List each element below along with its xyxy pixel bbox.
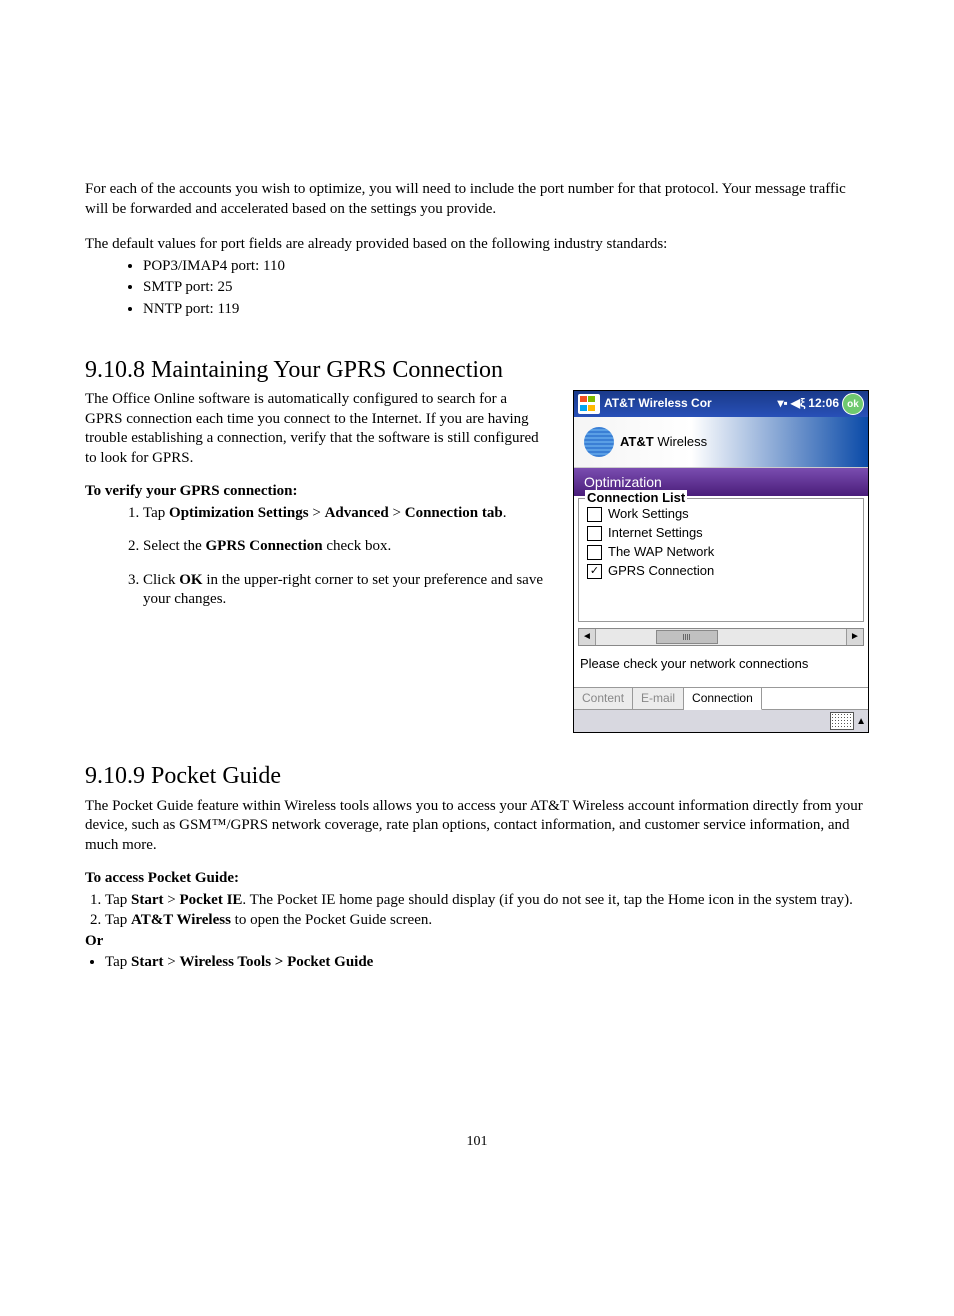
access-step-2: Tap AT&T Wireless to open the Pocket Gui… <box>105 911 869 931</box>
intro-paragraph-2: The default values for port fields are a… <box>85 235 869 255</box>
or-label: Or <box>85 932 869 952</box>
clock: 12:06 <box>808 396 839 412</box>
intro-paragraph-1: For each of the accounts you wish to opt… <box>85 180 869 219</box>
alt-step: Tap Start > Wireless Tools > Pocket Guid… <box>105 953 869 973</box>
t: Start <box>131 892 164 908</box>
checkbox[interactable] <box>587 507 602 522</box>
checkbox-checked[interactable]: ✓ <box>587 564 602 579</box>
step-2: Select the GPRS Connection check box. <box>143 537 545 557</box>
section-heading-pocket-guide: 9.10.9 Pocket Guide <box>85 761 869 792</box>
connection-label: Work Settings <box>608 506 689 523</box>
t: Pocket IE <box>180 892 243 908</box>
t: Tap <box>105 892 131 908</box>
step-1: Tap Optimization Settings > Advanced > C… <box>143 504 545 524</box>
connection-label: GPRS Connection <box>608 563 714 580</box>
scroll-track[interactable] <box>596 629 846 645</box>
t: Tap <box>105 954 131 970</box>
connection-label: The WAP Network <box>608 544 714 561</box>
scroll-right-button[interactable]: ► <box>846 629 863 645</box>
tab-content[interactable]: Content <box>574 688 633 710</box>
port-item: NNTP port: 119 <box>143 300 869 320</box>
t: Wireless Tools > Pocket Guide <box>180 954 374 970</box>
port-list: POP3/IMAP4 port: 110 SMTP port: 25 NNTP … <box>143 257 869 320</box>
t: Connection tab <box>405 505 503 521</box>
t: Optimization Settings <box>169 505 309 521</box>
horizontal-scrollbar[interactable]: ◄ ► <box>578 628 864 646</box>
t: > <box>389 505 405 521</box>
scroll-left-button[interactable]: ◄ <box>579 629 596 645</box>
connection-list-panel: Connection List Work Settings Internet S… <box>578 498 864 622</box>
t: Click <box>143 572 179 588</box>
tabs-bar: Content E-mail Connection <box>574 687 868 711</box>
t: > <box>309 505 325 521</box>
page-number: 101 <box>85 1133 869 1151</box>
t: Tap <box>143 505 169 521</box>
connection-item[interactable]: Work Settings <box>587 505 855 524</box>
start-icon[interactable] <box>578 394 600 414</box>
access-step-1: Tap Start > Pocket IE. The Pocket IE hom… <box>105 891 869 911</box>
window-title: AT&T Wireless Cor <box>604 396 773 412</box>
ok-button[interactable]: ok <box>842 393 864 415</box>
scroll-thumb[interactable] <box>656 630 718 644</box>
verify-steps: Tap Optimization Settings > Advanced > C… <box>143 504 545 610</box>
t: OK <box>179 572 202 588</box>
banner-bold: AT&T <box>620 434 654 449</box>
connection-item[interactable]: The WAP Network <box>587 543 855 562</box>
speaker-icon: ◀ξ <box>791 396 806 412</box>
checkbox[interactable] <box>587 545 602 560</box>
brand-banner: AT&T Wireless <box>574 417 868 468</box>
step-3: Click OK in the upper-right corner to se… <box>143 571 545 610</box>
device-titlebar: AT&T Wireless Cor ▾▪ ◀ξ 12:06 ok <box>574 391 868 417</box>
t: Select the <box>143 538 205 554</box>
tab-email[interactable]: E-mail <box>633 688 684 710</box>
t: . <box>503 505 507 521</box>
t: Tap <box>105 912 131 928</box>
connection-item[interactable]: Internet Settings <box>587 524 855 543</box>
tab-connection[interactable]: Connection <box>684 688 762 711</box>
keyboard-icon[interactable] <box>830 712 854 730</box>
sip-bar: ▲ <box>574 710 868 732</box>
t: > <box>164 892 180 908</box>
t: AT&T Wireless <box>131 912 231 928</box>
gprs-paragraph: The Office Online software is automatica… <box>85 390 545 468</box>
t: to open the Pocket Guide screen. <box>231 912 432 928</box>
signal-icon: ▾▪ <box>777 396 787 412</box>
port-item: SMTP port: 25 <box>143 278 869 298</box>
t: Advanced <box>325 505 389 521</box>
device-screenshot: AT&T Wireless Cor ▾▪ ◀ξ 12:06 ok AT&T Wi… <box>573 390 869 733</box>
pocket-guide-paragraph: The Pocket Guide feature within Wireless… <box>85 797 869 856</box>
connection-list-legend: Connection List <box>585 490 687 507</box>
connection-label: Internet Settings <box>608 525 703 542</box>
connection-item[interactable]: ✓ GPRS Connection <box>587 562 855 581</box>
sip-arrow-icon[interactable]: ▲ <box>856 715 866 728</box>
t: . The Pocket IE home page should display… <box>242 892 852 908</box>
instruction-text: Please check your network connections <box>574 652 868 687</box>
port-item: POP3/IMAP4 port: 110 <box>143 257 869 277</box>
access-label: To access Pocket Guide: <box>85 869 869 889</box>
access-steps: Tap Start > Pocket IE. The Pocket IE hom… <box>105 891 869 931</box>
t: check box. <box>323 538 392 554</box>
t: Start <box>131 954 164 970</box>
banner-rest: Wireless <box>654 434 707 449</box>
t: > <box>164 954 180 970</box>
t: GPRS Connection <box>205 538 322 554</box>
checkbox[interactable] <box>587 526 602 541</box>
t: in the upper-right corner to set your pr… <box>143 572 543 608</box>
verify-label: To verify your GPRS connection: <box>85 482 545 502</box>
globe-icon <box>584 427 614 457</box>
section-heading-gprs: 9.10.8 Maintaining Your GPRS Connection <box>85 355 869 386</box>
